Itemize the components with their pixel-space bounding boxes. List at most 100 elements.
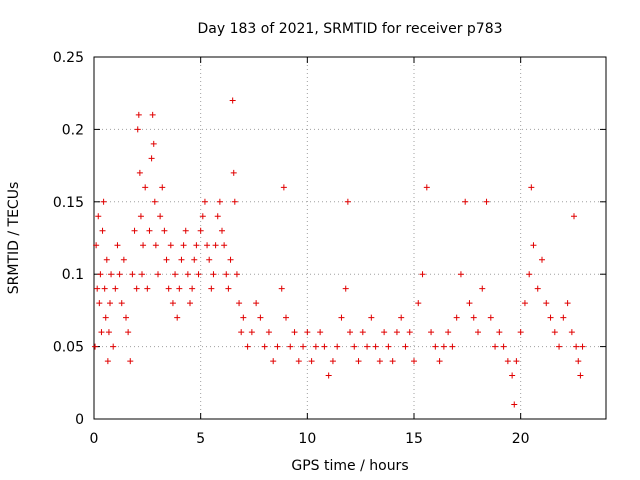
data-point [428, 329, 435, 336]
data-point [123, 314, 129, 321]
data-point [135, 111, 142, 118]
data-point [462, 198, 469, 205]
data-point [440, 343, 447, 350]
data-point [125, 329, 132, 336]
y-axis-title: SRMTID / TECUs [6, 182, 22, 295]
x-tick-label: 15 [405, 431, 423, 447]
data-point [539, 256, 545, 263]
data-point [197, 227, 204, 234]
data-point [479, 285, 486, 292]
data-point [344, 198, 351, 205]
data-point [564, 300, 571, 307]
data-point [278, 285, 285, 292]
data-point [149, 111, 156, 118]
data-point [312, 343, 319, 350]
data-point [184, 271, 191, 278]
data-point [169, 300, 176, 307]
data-point [227, 256, 234, 263]
data-point [381, 329, 388, 336]
data-point [95, 213, 102, 220]
data-point [261, 343, 268, 350]
data-point [236, 300, 243, 307]
data-point [139, 271, 145, 278]
data-point [144, 285, 151, 292]
data-point [151, 198, 158, 205]
data-point [351, 343, 358, 350]
data-point [180, 242, 187, 249]
data-point [406, 329, 413, 336]
data-point [248, 329, 255, 336]
y-tick-label: 0.05 [53, 340, 84, 356]
data-point [579, 343, 586, 350]
data-point [133, 285, 140, 292]
data-point [199, 213, 206, 220]
data-point [509, 372, 516, 379]
data-point [193, 242, 200, 249]
data-point [372, 343, 379, 350]
data-point [99, 227, 106, 234]
data-point [376, 358, 383, 365]
data-point [159, 184, 166, 191]
data-point [114, 242, 121, 249]
data-point [496, 329, 503, 336]
y-tick-label: 0.25 [53, 50, 84, 66]
y-tick-label: 0.2 [62, 122, 84, 138]
data-point [411, 358, 417, 365]
data-point [466, 300, 473, 307]
data-point [110, 343, 117, 350]
data-point [398, 314, 405, 321]
data-point [107, 300, 113, 307]
data-point [137, 213, 144, 220]
data-point [543, 300, 550, 307]
data-point [172, 271, 179, 278]
data-point [575, 358, 582, 365]
data-point [102, 314, 109, 321]
data-point [142, 184, 149, 191]
data-point [136, 169, 143, 176]
data-point [238, 329, 245, 336]
data-point [511, 401, 518, 408]
data-point [568, 329, 575, 336]
data-point [295, 358, 302, 365]
data-point [225, 285, 232, 292]
data-point [492, 343, 499, 350]
data-point [334, 343, 341, 350]
data-point [129, 271, 136, 278]
data-points [92, 97, 586, 408]
data-point [560, 314, 567, 321]
data-point [329, 358, 336, 365]
data-point [97, 271, 104, 278]
data-point [174, 314, 181, 321]
y-tick-label: 0.15 [53, 195, 84, 211]
data-point [240, 314, 247, 321]
data-point [118, 300, 125, 307]
data-point [423, 184, 430, 191]
x-tick-label: 20 [512, 431, 530, 447]
data-point [152, 242, 159, 249]
data-point [487, 314, 494, 321]
data-point [308, 358, 315, 365]
data-point [402, 343, 409, 350]
data-point [233, 271, 240, 278]
data-point [321, 343, 328, 350]
data-point [483, 198, 490, 205]
data-point [150, 140, 157, 147]
data-point [221, 242, 228, 249]
data-point [157, 213, 164, 220]
data-point [182, 227, 189, 234]
x-tick-label: 5 [196, 431, 205, 447]
data-point [206, 256, 213, 263]
data-point [470, 314, 477, 321]
data-point [98, 329, 105, 336]
axis-ticks: 0 0.05 0.1 0.15 0.2 0.25 0 5 10 15 20 [53, 50, 606, 447]
data-point [517, 329, 524, 336]
data-point [317, 329, 324, 336]
data-point [385, 343, 392, 350]
data-point [112, 285, 119, 292]
y-tick-label: 0 [75, 412, 84, 428]
data-point [338, 314, 345, 321]
data-point [415, 300, 422, 307]
data-point [393, 329, 400, 336]
data-point [178, 256, 185, 263]
